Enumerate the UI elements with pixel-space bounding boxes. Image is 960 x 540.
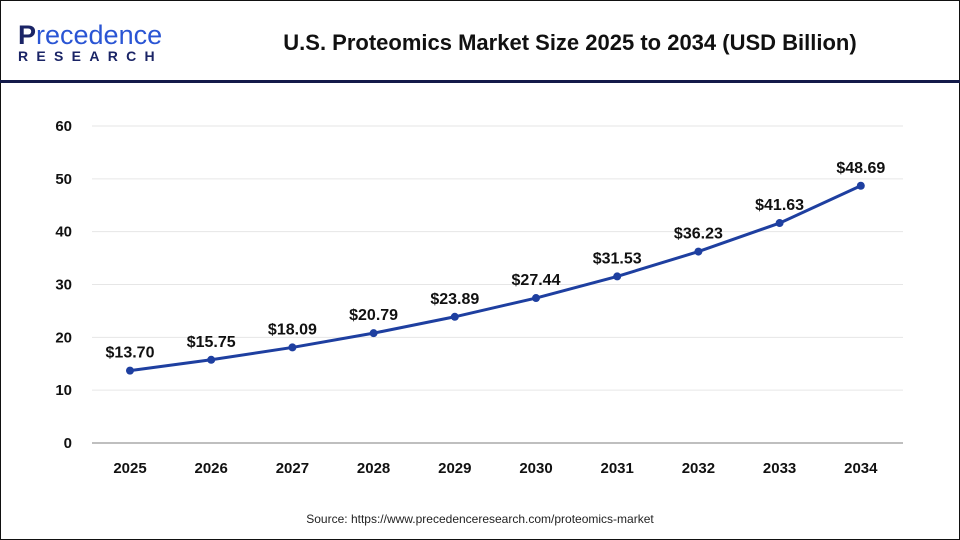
data-label: $15.75 <box>187 334 236 351</box>
data-label: $27.44 <box>512 272 561 289</box>
y-tick-label: 0 <box>64 435 72 452</box>
y-tick-label: 20 <box>55 329 72 346</box>
x-tick-label: 2029 <box>438 460 471 477</box>
data-label: $20.79 <box>349 307 398 324</box>
data-label: $31.53 <box>593 250 642 267</box>
source-text: Source: https://www.precedenceresearch.c… <box>306 512 654 526</box>
data-label: $48.69 <box>836 160 885 177</box>
x-tick-label: 2030 <box>519 460 552 477</box>
x-tick-label: 2026 <box>195 460 228 477</box>
y-tick-label: 60 <box>55 118 72 135</box>
y-tick-label: 50 <box>55 171 72 188</box>
logo-word: recedence <box>36 20 163 50</box>
x-tick-label: 2033 <box>763 460 796 477</box>
data-point <box>532 294 540 303</box>
x-tick-label: 2028 <box>357 460 390 477</box>
data-point <box>126 366 134 375</box>
logo-initial: P <box>18 20 37 50</box>
data-point <box>775 219 784 228</box>
data-point <box>369 329 378 338</box>
data-point <box>613 272 622 281</box>
data-point <box>694 247 703 256</box>
data-point <box>207 355 216 364</box>
precedence-research-logo: Precedence RESEARCH <box>18 20 163 65</box>
x-tick-label: 2025 <box>113 460 146 477</box>
data-label: $13.70 <box>106 345 155 362</box>
x-tick-label: 2032 <box>682 460 715 477</box>
x-tick-label: 2034 <box>844 460 878 477</box>
y-tick-label: 40 <box>55 224 72 241</box>
data-point <box>856 181 865 190</box>
data-point <box>288 343 297 352</box>
logo-subword: RESEARCH <box>18 48 163 64</box>
data-label: $36.23 <box>674 226 723 243</box>
series-line <box>129 184 862 373</box>
x-tick-label: 2027 <box>276 460 309 477</box>
data-label: $18.09 <box>268 321 317 338</box>
chart-title: U.S. Proteomics Market Size 2025 to 2034… <box>283 30 857 55</box>
data-label: $41.63 <box>755 197 804 214</box>
data-point <box>450 312 459 321</box>
x-tick-label: 2031 <box>601 460 634 477</box>
y-tick-label: 10 <box>55 382 72 399</box>
header: Precedence RESEARCH U.S. Proteomics Mark… <box>0 0 960 83</box>
y-tick-label: 30 <box>55 277 72 294</box>
data-label: $23.89 <box>430 291 479 308</box>
